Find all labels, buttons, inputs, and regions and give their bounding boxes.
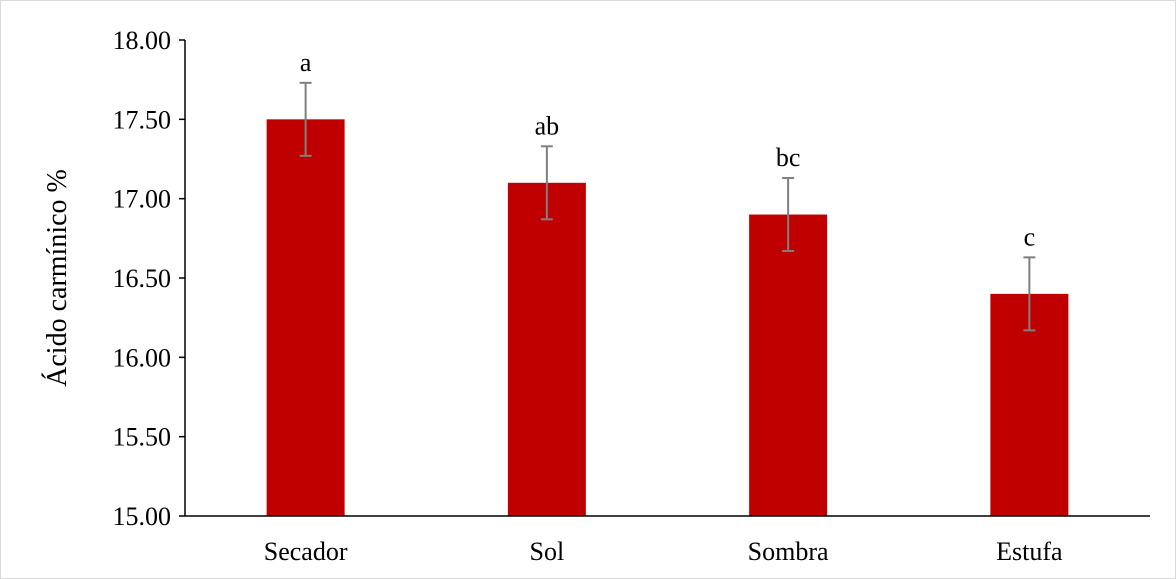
significance-label: a	[300, 48, 312, 77]
x-category-label: Sombra	[748, 537, 829, 566]
y-tick-label: 18.00	[113, 26, 172, 55]
y-axis-title: Ácido carmínico %	[42, 169, 73, 387]
x-category-label: Secador	[264, 537, 348, 566]
significance-label: c	[1024, 222, 1036, 251]
error-bar-sol	[540, 145, 553, 221]
bar-sombra	[749, 214, 828, 517]
significance-labels: a ab bc c	[300, 48, 1035, 252]
y-tick-label: 15.00	[113, 502, 172, 531]
error-bars	[299, 81, 1036, 332]
error-bar-estufa	[1023, 256, 1036, 332]
y-tick-label: 15.50	[113, 423, 172, 452]
y-axis-ticks: 15.00 15.50 16.00 16.50 17.00 17.50 18.00	[113, 26, 185, 531]
bars	[266, 119, 1069, 517]
significance-label: ab	[535, 111, 560, 140]
y-tick-label: 17.00	[113, 185, 172, 214]
error-bar-sombra	[782, 177, 795, 253]
x-category-label: Sol	[530, 537, 565, 566]
y-tick-label: 17.50	[113, 105, 172, 134]
x-category-label: Estufa	[996, 537, 1063, 566]
y-tick-label: 16.50	[113, 264, 172, 293]
bar-secador	[266, 119, 345, 516]
bar-sol	[507, 182, 586, 517]
significance-label: bc	[776, 143, 801, 172]
x-axis-category-labels: Secador Sol Sombra Estufa	[264, 537, 1063, 566]
y-tick-label: 16.00	[113, 343, 172, 372]
error-bar-secador	[299, 81, 312, 157]
